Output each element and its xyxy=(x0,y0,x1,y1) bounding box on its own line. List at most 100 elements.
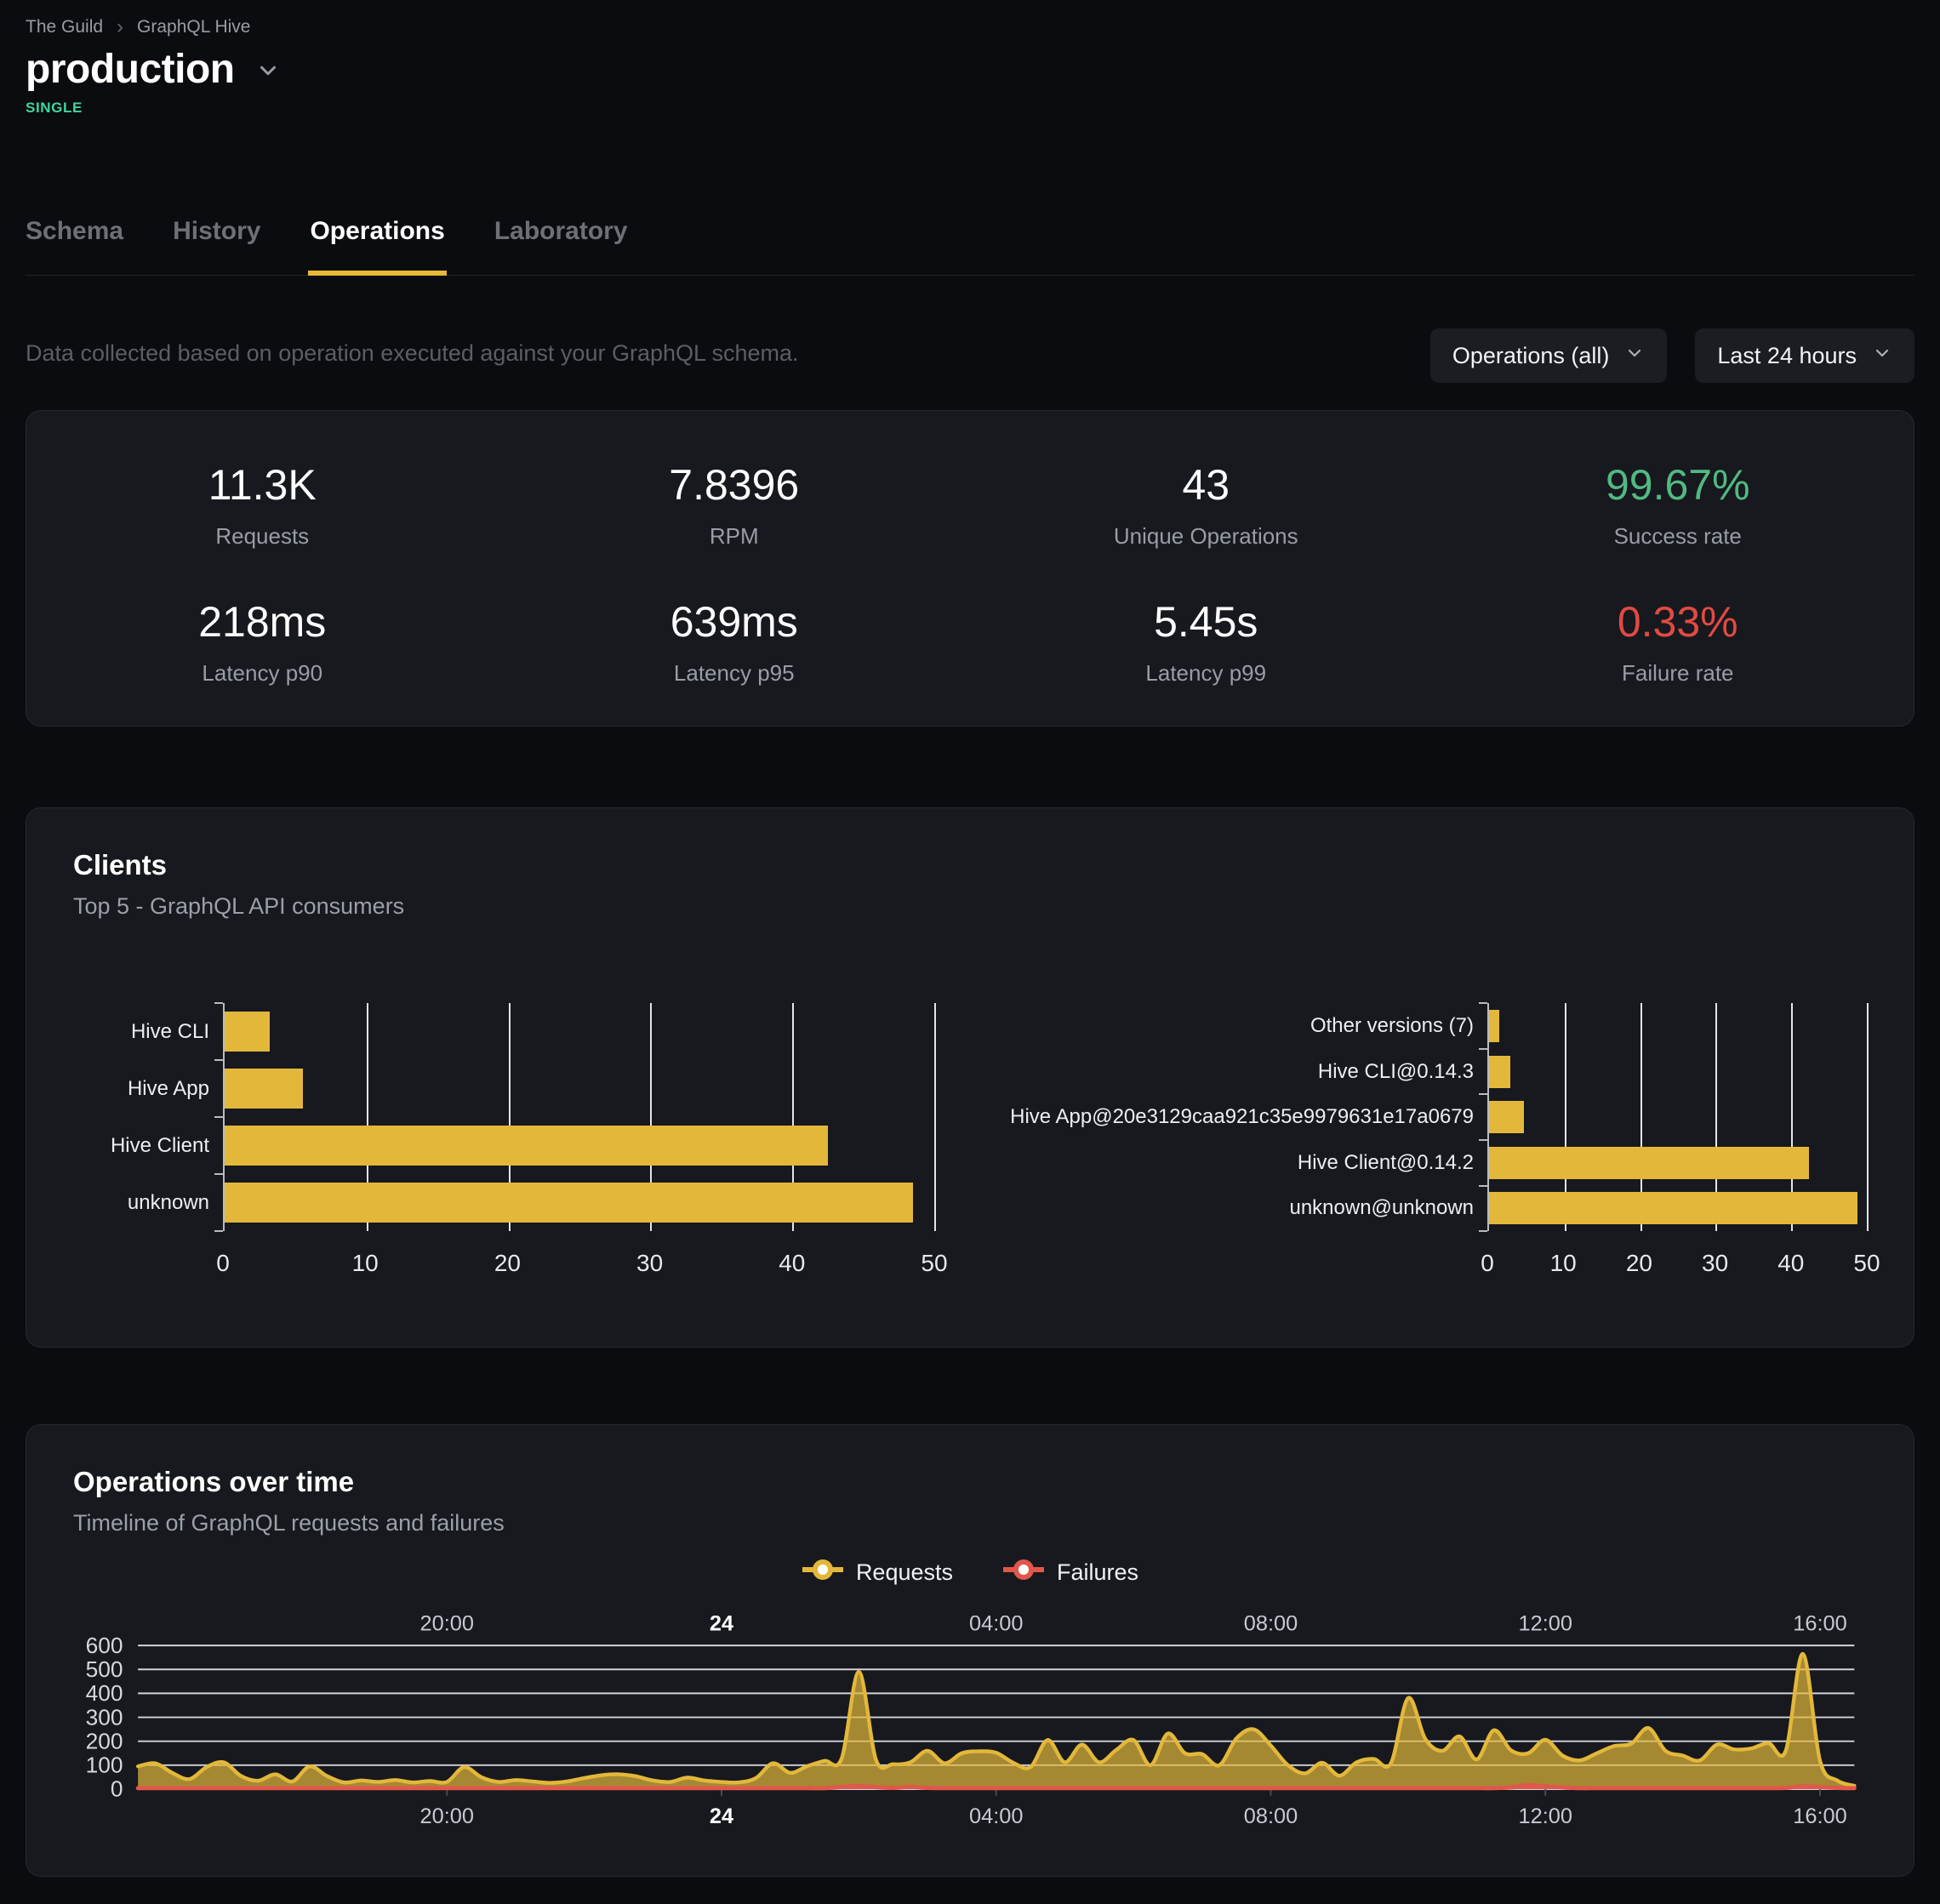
stat-rpm: 7.8396 RPM xyxy=(499,460,971,550)
bar-hive-client-0-14-2[interactable] xyxy=(1489,1146,1809,1179)
stat-latency-p95: 639ms Latency p95 xyxy=(499,597,971,687)
bar-unknown-unknown[interactable] xyxy=(1489,1192,1858,1225)
axis-tick xyxy=(214,1059,223,1062)
stat-label: Success rate xyxy=(1613,523,1742,550)
x-axis-label-bottom: 12:00 xyxy=(1519,1804,1572,1828)
tab-history[interactable]: History xyxy=(173,217,261,246)
x-axis-label-top: 20:00 xyxy=(420,1616,474,1636)
operations-over-time-card: Operations over time Timeline of GraphQL… xyxy=(26,1424,1914,1877)
stat-label: Unique Operations xyxy=(1113,523,1298,550)
y-axis-label: 400 xyxy=(86,1680,123,1706)
bar-rows xyxy=(1489,1003,1867,1231)
gridline xyxy=(1867,1003,1869,1232)
bar-row xyxy=(225,1060,934,1117)
bar-hive-cli[interactable] xyxy=(225,1011,271,1052)
operations-filter-dropdown[interactable]: Operations (all) xyxy=(1429,328,1668,384)
bar-hive-app[interactable] xyxy=(225,1068,303,1109)
category-label: Hive Client@0.14.2 xyxy=(1297,1150,1474,1174)
period-filter-value: Last 24 hours xyxy=(1717,342,1857,368)
category-labels: Other versions (7) Hive CLI@0.14.3 Hive Ap… xyxy=(1006,1003,1487,1231)
category-labels: Hive CLI Hive App Hive Client unknown xyxy=(73,1003,223,1231)
failures-line xyxy=(135,1782,1857,1791)
project-switcher-button[interactable] xyxy=(255,51,281,88)
category-label: Hive App xyxy=(127,1076,209,1100)
axis-tick-label: 30 xyxy=(636,1250,664,1277)
category-label: Hive CLI@0.14.3 xyxy=(1317,1059,1474,1083)
breadcrumb-org[interactable]: The Guild xyxy=(26,17,104,37)
bar-plot xyxy=(214,1002,936,1233)
bar-row xyxy=(225,1117,934,1174)
tab-operations[interactable]: Operations xyxy=(308,217,448,276)
gridline xyxy=(934,1003,936,1232)
bar-hive-cli-0-14-3[interactable] xyxy=(1489,1055,1510,1088)
tab-bar: Schema History Operations Laboratory xyxy=(26,217,1914,276)
page-title: production xyxy=(26,47,235,92)
tab-schema[interactable]: Schema xyxy=(26,217,124,246)
stat-label: Failure rate xyxy=(1622,660,1734,687)
gridline xyxy=(508,1003,511,1232)
axis-tick xyxy=(214,1173,223,1176)
filters-toolbar: Data collected based on operation execut… xyxy=(26,328,1914,384)
stat-value: 99.67% xyxy=(1605,461,1750,510)
axis-tick-label: 0 xyxy=(1481,1250,1494,1277)
operations-timeline-chart: 0 100 200 300 400 500 600 20:00 20:00 24 24 04:00 04… xyxy=(73,1616,1867,1833)
axis-tick-label: 30 xyxy=(1702,1250,1729,1277)
bar-plot xyxy=(1479,1002,1869,1233)
axis-tick xyxy=(1479,1002,1487,1005)
gridline xyxy=(366,1003,368,1232)
requests-series-marker-icon xyxy=(802,1559,844,1587)
clients-by-version-chart: Other versions (7) Hive CLI@0.14.3 Hive Ap… xyxy=(1006,1002,1880,1280)
x-axis-label-top: 24 xyxy=(710,1616,733,1636)
axis-tick-label: 10 xyxy=(351,1250,379,1277)
stat-label: Latency p90 xyxy=(202,660,323,687)
axis-tick-label: 40 xyxy=(1777,1250,1805,1277)
axis-tick-label: 20 xyxy=(1625,1250,1652,1277)
gridline xyxy=(1564,1003,1566,1232)
breadcrumb: The Guild › GraphQL Hive xyxy=(26,17,1914,37)
bar-other-versions-7[interactable] xyxy=(1489,1009,1499,1042)
bar-hive-app-20e3129caa921c35e9979631e17a0679[interactable] xyxy=(1489,1101,1524,1134)
category-label: unknown@unknown xyxy=(1289,1196,1474,1220)
stat-value: 11.3K xyxy=(208,461,317,510)
project-title-row: production xyxy=(26,46,1914,93)
y-axis-label: 600 xyxy=(86,1633,123,1658)
axis-tick-label: 50 xyxy=(921,1250,948,1277)
x-axis-label-bottom: 04:00 xyxy=(969,1804,1023,1828)
axis-tick-label: 10 xyxy=(1549,1250,1577,1277)
breadcrumb-separator-icon: › xyxy=(117,15,124,38)
bar-unknown[interactable] xyxy=(225,1182,913,1223)
bar-row xyxy=(1489,1003,1867,1049)
tab-laboratory[interactable]: Laboratory xyxy=(494,217,628,246)
x-axis-label-top: 08:00 xyxy=(1244,1616,1298,1636)
axis-tick-label: 20 xyxy=(494,1250,521,1277)
bar-row xyxy=(225,1003,934,1060)
y-axis-label: 300 xyxy=(86,1705,123,1730)
chevron-down-icon xyxy=(1872,343,1892,369)
x-axis-label-bottom: 20:00 xyxy=(420,1804,474,1828)
stat-unique-operations: 43 Unique Operations xyxy=(970,460,1442,550)
period-filter-dropdown[interactable]: Last 24 hours xyxy=(1695,328,1914,384)
stat-value: 639ms xyxy=(670,598,798,647)
requests-line xyxy=(135,1651,1857,1788)
legend-label: Requests xyxy=(855,1559,954,1586)
stat-latency-p99: 5.45s Latency p99 xyxy=(970,597,1442,687)
axis-tick-label: 0 xyxy=(216,1250,230,1277)
bar-hive-client[interactable] xyxy=(225,1125,828,1166)
failures-series-marker-icon xyxy=(1002,1559,1045,1587)
x-axis-label-bottom: 16:00 xyxy=(1793,1804,1846,1828)
timeline-legend: Requests Failures xyxy=(73,1559,1867,1587)
bar-row xyxy=(1489,1186,1867,1232)
x-axis-label-bottom: 08:00 xyxy=(1244,1804,1298,1828)
y-axis-label: 200 xyxy=(86,1729,123,1754)
legend-item-failures[interactable]: Failures xyxy=(1002,1559,1138,1587)
chevron-down-icon xyxy=(255,58,281,88)
stat-value: 0.33% xyxy=(1617,598,1738,647)
legend-item-requests[interactable]: Requests xyxy=(802,1559,953,1587)
gridline xyxy=(792,1003,795,1232)
stat-label: Requests xyxy=(215,523,310,550)
category-label: Hive Client xyxy=(110,1133,209,1157)
breadcrumb-project[interactable]: GraphQL Hive xyxy=(137,17,251,37)
stat-success-rate: 99.67% Success rate xyxy=(1442,460,1914,550)
